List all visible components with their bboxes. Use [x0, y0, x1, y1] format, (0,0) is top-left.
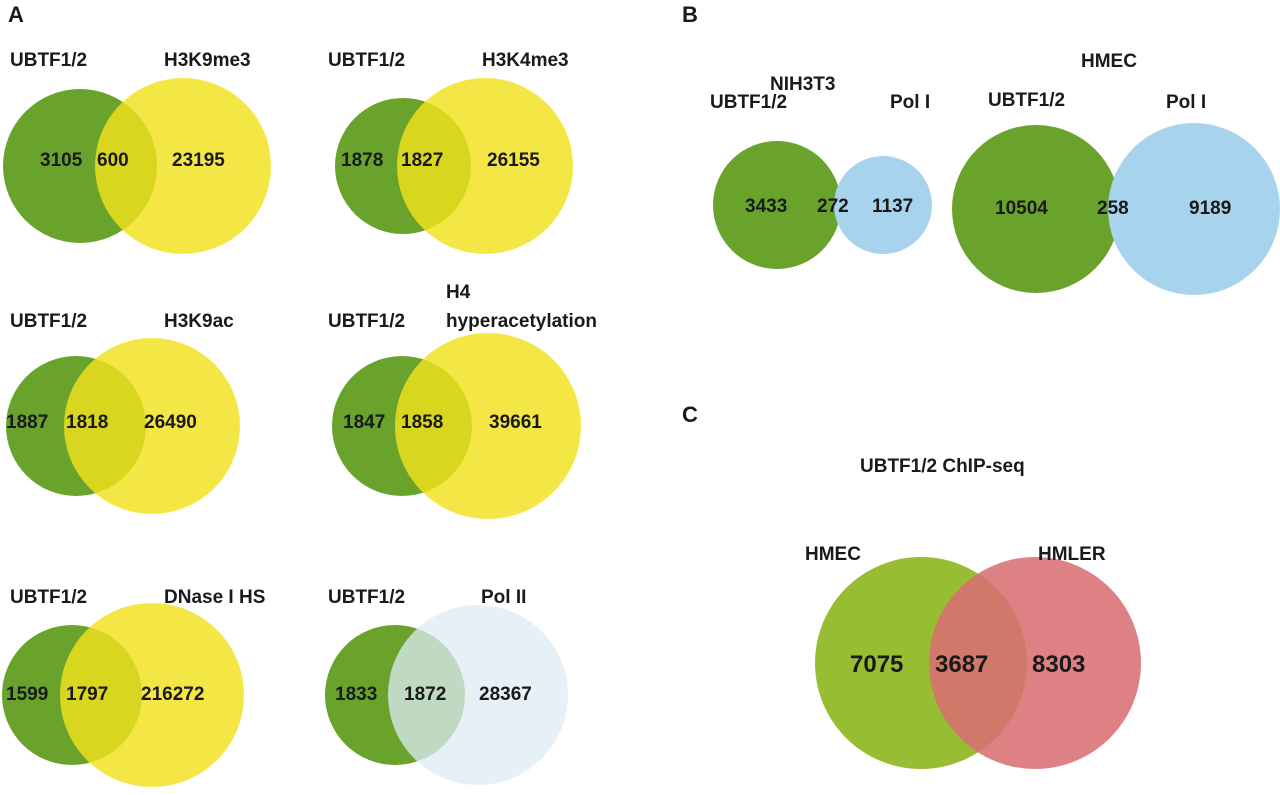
left-only-count: 1599	[6, 684, 48, 705]
panel-b-letter: B	[682, 2, 698, 27]
overlap-count: 272	[817, 196, 849, 217]
h4-circle	[395, 333, 581, 519]
left-only-count: 10504	[995, 198, 1048, 219]
right-label-line2: hyperacetylation	[446, 311, 597, 332]
right-label: Pol I	[1166, 92, 1206, 113]
right-label: H3K9ac	[164, 311, 234, 332]
left-only-count: 1847	[343, 412, 385, 433]
h3k9ac-circle	[64, 338, 240, 514]
left-label: HMEC	[805, 544, 861, 565]
left-label: UBTF1/2	[710, 92, 787, 113]
ubtf-circle	[713, 141, 841, 269]
right-only-count: 39661	[489, 412, 542, 433]
overlap-count: 600	[97, 150, 129, 171]
overlap-count: 258	[1097, 198, 1129, 219]
venn-h3k9ac: UBTF1/2 H3K9ac 1887 1818 26490	[6, 311, 240, 514]
right-label: H3K9me3	[164, 50, 251, 71]
left-only-count: 3433	[745, 196, 787, 217]
venn-pol-ii: UBTF1/2 Pol II 1833 1872 28367	[325, 587, 568, 785]
h3k9me3-circle	[95, 78, 271, 254]
overlap-count: 1872	[404, 684, 446, 705]
right-label: Pol II	[481, 587, 526, 608]
right-label: Pol I	[890, 92, 930, 113]
overlap-count: 1827	[401, 150, 443, 171]
venn-h3k9me3: UBTF1/2 H3K9me3 3105 600 23195	[3, 50, 271, 254]
diagram-title: NIH3T3	[770, 74, 835, 95]
right-only-count: 1137	[872, 196, 913, 217]
right-only-count: 23195	[172, 150, 225, 171]
right-label: H3K4me3	[482, 50, 569, 71]
panel-c-letter: C	[682, 402, 698, 427]
pol2-circle	[388, 605, 568, 785]
ubtf-circle	[952, 125, 1120, 293]
panel-c-title: UBTF1/2 ChIP-seq	[860, 456, 1025, 477]
left-label: UBTF1/2	[10, 311, 87, 332]
right-only-count: 28367	[479, 684, 532, 705]
left-label: UBTF1/2	[10, 587, 87, 608]
left-label: UBTF1/2	[328, 587, 405, 608]
venn-nih3t3: NIH3T3 UBTF1/2 Pol I 3433 272 1137	[710, 74, 932, 269]
venn-h3k4me3: UBTF1/2 H3K4me3 1878 1827 26155	[328, 50, 573, 254]
dnase-circle	[60, 603, 244, 787]
diagram-title: HMEC	[1081, 51, 1137, 72]
right-label: DNase I HS	[164, 587, 265, 608]
overlap-count: 3687	[935, 651, 988, 678]
venn-dnase-hs: UBTF1/2 DNase I HS 1599 1797 216272	[2, 587, 265, 787]
overlap-count: 1818	[66, 412, 108, 433]
hmler-circle	[929, 557, 1141, 769]
h3k4me3-circle	[397, 78, 573, 254]
venn-hmec-pol1: HMEC UBTF1/2 Pol I 10504 258 9189	[952, 51, 1280, 295]
right-only-count: 8303	[1032, 651, 1085, 678]
right-only-count: 26490	[144, 412, 197, 433]
left-only-count: 3105	[40, 150, 83, 171]
right-label: HMLER	[1038, 544, 1106, 565]
pol1-circle	[1108, 123, 1280, 295]
left-label: UBTF1/2	[10, 50, 87, 71]
panel-a-letter: A	[8, 2, 24, 27]
right-only-count: 9189	[1189, 198, 1231, 219]
right-label-line1: H4	[446, 282, 471, 303]
venn-hmec-hmler: HMEC HMLER 7075 3687 8303	[805, 544, 1141, 769]
overlap-count: 1858	[401, 412, 443, 433]
left-label: UBTF1/2	[328, 311, 405, 332]
right-only-count: 216272	[141, 684, 204, 705]
left-only-count: 1833	[335, 684, 377, 705]
left-only-count: 1878	[341, 150, 383, 171]
overlap-count: 1797	[66, 684, 108, 705]
right-only-count: 26155	[487, 150, 540, 171]
left-only-count: 1887	[6, 412, 48, 433]
left-only-count: 7075	[850, 651, 903, 678]
pol1-circle	[834, 156, 932, 254]
venn-h4-hyperacetylation: UBTF1/2 H4 hyperacetylation 1847 1858 39…	[328, 282, 597, 519]
left-label: UBTF1/2	[328, 50, 405, 71]
left-label: UBTF1/2	[988, 90, 1065, 111]
